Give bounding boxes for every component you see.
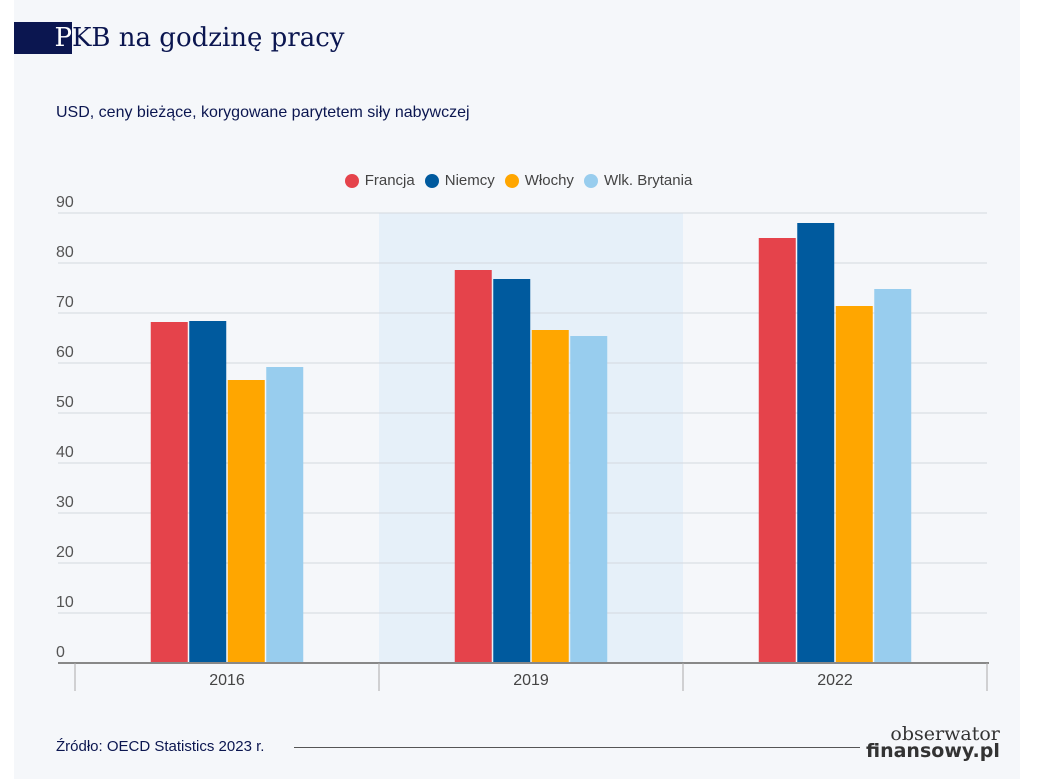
chart-subtitle: USD, ceny bieżące, korygowane parytetem … [56, 104, 470, 121]
bar-francja [454, 270, 492, 663]
x-tick-label: 2016 [209, 672, 245, 689]
source-note: Źródło: OECD Statistics 2023 r. [56, 738, 265, 755]
x-tick-label: 2019 [513, 672, 549, 689]
legend-label: Wlk. Brytania [603, 172, 693, 189]
y-tick-label: 20 [56, 544, 74, 561]
y-tick-label: 70 [56, 294, 74, 311]
y-tick-label: 10 [56, 594, 74, 611]
bar-niemcy [797, 223, 835, 663]
y-tick-label: 0 [56, 644, 65, 661]
logo-line1: obserwator [890, 723, 1000, 745]
bar-francja [758, 238, 796, 663]
bar-w-ochy [835, 306, 873, 663]
y-tick-label: 80 [56, 244, 74, 261]
legend-dot [344, 173, 359, 188]
bar-w-ochy [531, 330, 569, 663]
legend-label: Włochy [524, 172, 574, 189]
bar-niemcy [189, 321, 227, 663]
legend-item: Niemcy [424, 172, 495, 189]
bar-wlk-brytania [570, 336, 608, 663]
legend-item: Francja [344, 172, 415, 189]
y-tick-label: 30 [56, 494, 74, 511]
title-rest: KB na godzinę pracy [72, 23, 345, 53]
legend-dot [583, 173, 598, 188]
bar-niemcy [493, 279, 531, 663]
legend-item: Włochy [504, 172, 574, 189]
legend-dot [424, 173, 439, 188]
title-initial: P [14, 22, 72, 54]
footer-divider [294, 747, 860, 748]
bar-francja [150, 322, 188, 663]
bar-wlk-brytania [266, 367, 304, 663]
chart-title: P KB na godzinę pracy [14, 22, 344, 54]
legend-dot [504, 173, 519, 188]
logo: obserwator finansowy.pl [866, 723, 1000, 762]
bar-wlk-brytania [874, 289, 912, 663]
y-tick-label: 90 [56, 194, 74, 211]
highlight-band [379, 213, 683, 663]
y-tick-label: 50 [56, 394, 74, 411]
bar-w-ochy [227, 380, 265, 663]
y-tick-label: 40 [56, 444, 74, 461]
y-tick-label: 60 [56, 344, 74, 361]
legend: Francja Niemcy Włochy Wlk. Brytania [0, 172, 1037, 189]
x-tick-label: 2022 [817, 672, 853, 689]
logo-line2: finansowy.pl [866, 740, 1000, 762]
legend-item: Wlk. Brytania [583, 172, 693, 189]
legend-label: Francja [364, 172, 415, 189]
legend-label: Niemcy [444, 172, 495, 189]
